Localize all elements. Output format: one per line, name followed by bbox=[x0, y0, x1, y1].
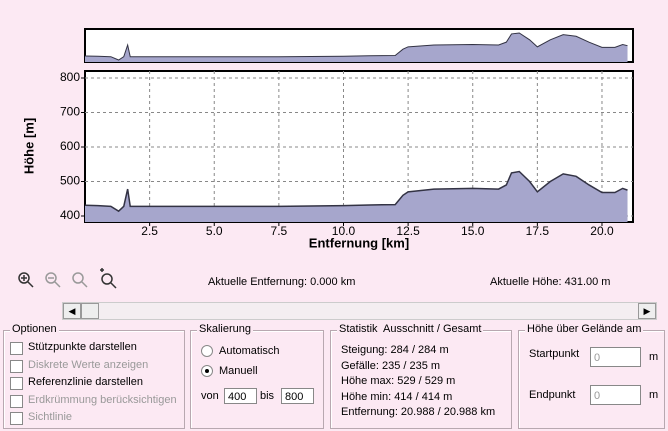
x-tick-label: 17.5 bbox=[526, 224, 550, 238]
checkbox-label[interactable]: Diskrete Werte anzeigen bbox=[28, 358, 149, 371]
radio[interactable] bbox=[201, 345, 213, 357]
radio[interactable] bbox=[201, 365, 213, 377]
terrain-group: Höhe über Gelände am Startpunkt 0 m Endp… bbox=[518, 323, 665, 429]
checkbox-label[interactable]: Erdkrümmung berücksichtigen bbox=[28, 393, 177, 406]
x-tick-label: 10.0 bbox=[332, 224, 356, 238]
y-tick-label: 700 bbox=[60, 105, 80, 119]
stat-row: Entfernung: 20.988 / 20.988 km bbox=[341, 406, 496, 418]
statistics-group: Statistik Ausschnitt / Gesamt Steigung: … bbox=[330, 323, 512, 429]
stat-subtitle: Ausschnitt / Gesamt bbox=[383, 323, 482, 335]
y-axis-label: Höhe [m] bbox=[21, 118, 36, 174]
group-title: Höhe über Gelände am bbox=[525, 323, 644, 335]
zoom-in[interactable] bbox=[18, 272, 34, 288]
x-axis-label: Entfernung [km] bbox=[309, 235, 409, 250]
zoom-window[interactable] bbox=[100, 268, 117, 289]
current-height: Aktuelle Höhe: 431.00 m bbox=[490, 276, 611, 288]
y-tick-label: 800 bbox=[60, 70, 80, 84]
checkbox[interactable] bbox=[10, 412, 23, 425]
area-fill bbox=[85, 171, 628, 222]
scroll-thumb[interactable] bbox=[81, 303, 99, 319]
start-input[interactable]: 0 bbox=[590, 347, 641, 367]
end-label: Endpunkt bbox=[529, 389, 576, 401]
start-label: Startpunkt bbox=[529, 348, 580, 360]
stat-row: Steigung: 284 / 284 m bbox=[341, 344, 449, 356]
checkbox[interactable] bbox=[10, 377, 23, 390]
checkbox[interactable] bbox=[10, 394, 23, 408]
x-tick-label: 7.5 bbox=[271, 224, 288, 238]
y-tick-label: 400 bbox=[60, 208, 80, 222]
to-input[interactable]: 800 bbox=[281, 388, 314, 404]
stat-title: Statistik bbox=[339, 323, 378, 335]
unit: m bbox=[649, 351, 659, 363]
overview-fill bbox=[85, 33, 628, 62]
zoom-tools[interactable] bbox=[18, 268, 117, 289]
options-group: Optionen Stützpunkte darstellen Diskrete … bbox=[3, 323, 185, 429]
radio-label[interactable]: Automatisch bbox=[219, 345, 280, 357]
checkbox[interactable] bbox=[10, 359, 23, 373]
scaling-group: Skalierung Automatisch Manuell von 400 b… bbox=[190, 323, 324, 429]
checkbox-label[interactable]: Referenzlinie darstellen bbox=[28, 376, 143, 388]
current-distance: Aktuelle Entfernung: 0.000 km bbox=[208, 276, 356, 288]
scroll-left[interactable]: ◀ bbox=[63, 303, 81, 319]
x-tick-label: 12.5 bbox=[396, 224, 420, 238]
from-label: von bbox=[201, 390, 219, 402]
group-title: Statistik Ausschnitt / Gesamt bbox=[337, 323, 484, 335]
profile-chart: Höhe [m] Entfernung [km] 400 500 600 700 800… bbox=[18, 28, 634, 289]
y-tick-label: 500 bbox=[60, 174, 80, 188]
scrollbar[interactable]: ◀ ▶ bbox=[62, 302, 657, 320]
group-title: Optionen bbox=[10, 323, 59, 335]
x-tick-label: 20.0 bbox=[590, 224, 614, 238]
overview-line bbox=[84, 32, 628, 61]
stat-row: Gefälle: 235 / 235 m bbox=[341, 359, 441, 372]
to-label: bis bbox=[260, 390, 275, 402]
zoom-out[interactable] bbox=[45, 272, 61, 288]
stat-row: Höhe max: 529 / 529 m bbox=[341, 375, 456, 387]
x-tick-label: 2.5 bbox=[141, 224, 158, 238]
checkbox-label[interactable]: Stützpunkte darstellen bbox=[28, 341, 137, 353]
checkbox-label[interactable]: Sichtlinie bbox=[28, 411, 73, 423]
profile-line bbox=[84, 170, 628, 213]
stat-row: Höhe min: 414 / 414 m bbox=[341, 390, 453, 403]
y-tick-label: 600 bbox=[60, 139, 80, 153]
unit: m bbox=[649, 389, 659, 401]
scroll-right[interactable]: ▶ bbox=[638, 303, 656, 319]
end-input[interactable]: 0 bbox=[590, 385, 641, 405]
radio-label[interactable]: Manuell bbox=[219, 365, 258, 377]
group-title: Skalierung bbox=[197, 323, 253, 335]
zoom-reset[interactable] bbox=[72, 272, 88, 288]
checkbox[interactable] bbox=[10, 342, 23, 355]
from-input[interactable]: 400 bbox=[224, 388, 257, 404]
x-tick-label: 5.0 bbox=[206, 224, 223, 238]
x-tick-label: 15.0 bbox=[461, 224, 485, 238]
